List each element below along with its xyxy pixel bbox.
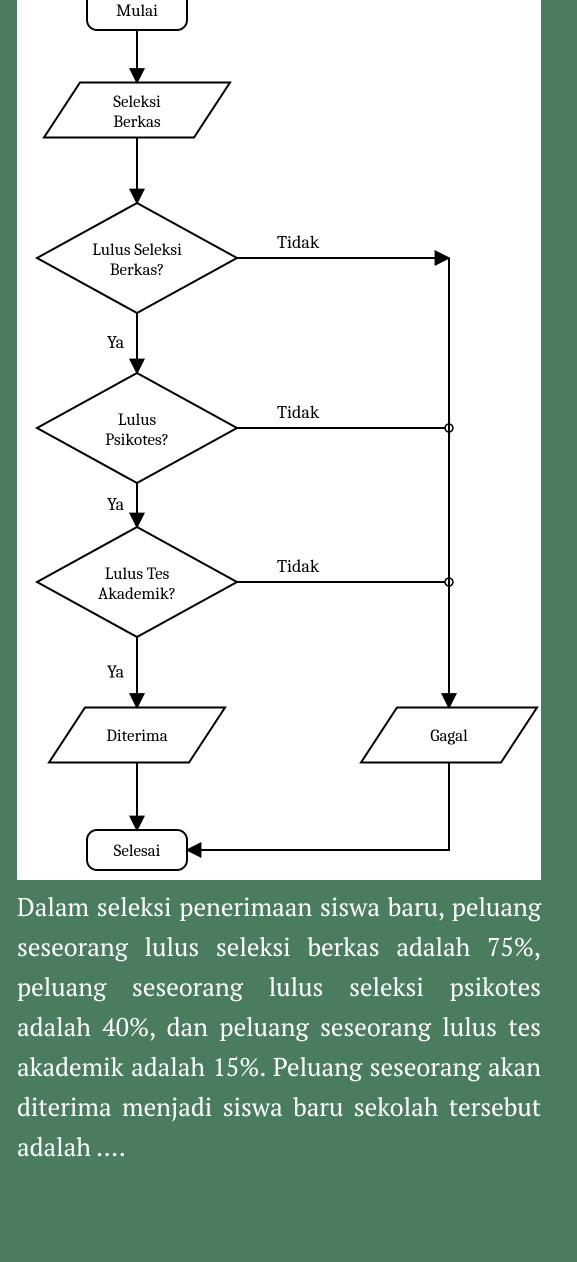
node-seleksi: SeleksiBerkas [44,83,230,138]
node-label-diterima: Diterima [106,727,167,746]
edge-label: Ya [107,332,125,353]
node-label-gagal: Gagal [430,727,468,746]
node-label-d3: Lulus Tes [105,565,170,584]
node-label-seleksi: Seleksi [113,93,161,112]
node-label2-seleksi: Berkas [113,113,161,132]
node-start: Mulai [87,0,187,30]
flow-edge [187,763,449,851]
flowchart-panel: MulaiSeleksiBerkasLulus SeleksiBerkas?Lu… [17,0,541,880]
node-label-start: Mulai [116,2,158,21]
node-diterima: Diterima [49,708,225,763]
edge-label: Tidak [277,402,320,423]
edge-label: Ya [107,494,125,515]
node-selesai: Selesai [87,830,187,870]
node-d2: LulusPsikotes? [37,373,237,483]
node-gagal: Gagal [361,708,537,763]
node-label2-d1: Berkas? [110,261,165,280]
question-text: Dalam seleksi penerimaan siswa baru, pel… [17,888,541,1168]
edge-label: Tidak [277,556,320,577]
edge-label: Ya [107,661,125,682]
node-d1: Lulus SeleksiBerkas? [37,203,237,313]
node-label2-d2: Psikotes? [105,431,169,450]
node-label-selesai: Selesai [114,842,161,861]
node-label-d1: Lulus Seleksi [92,241,182,260]
edge-label: Tidak [277,232,320,253]
flowchart-svg: MulaiSeleksiBerkasLulus SeleksiBerkas?Lu… [17,0,541,880]
node-label-d2: Lulus [118,411,157,430]
node-label2-d3: Akademik? [98,585,176,604]
node-d3: Lulus TesAkademik? [37,527,237,637]
